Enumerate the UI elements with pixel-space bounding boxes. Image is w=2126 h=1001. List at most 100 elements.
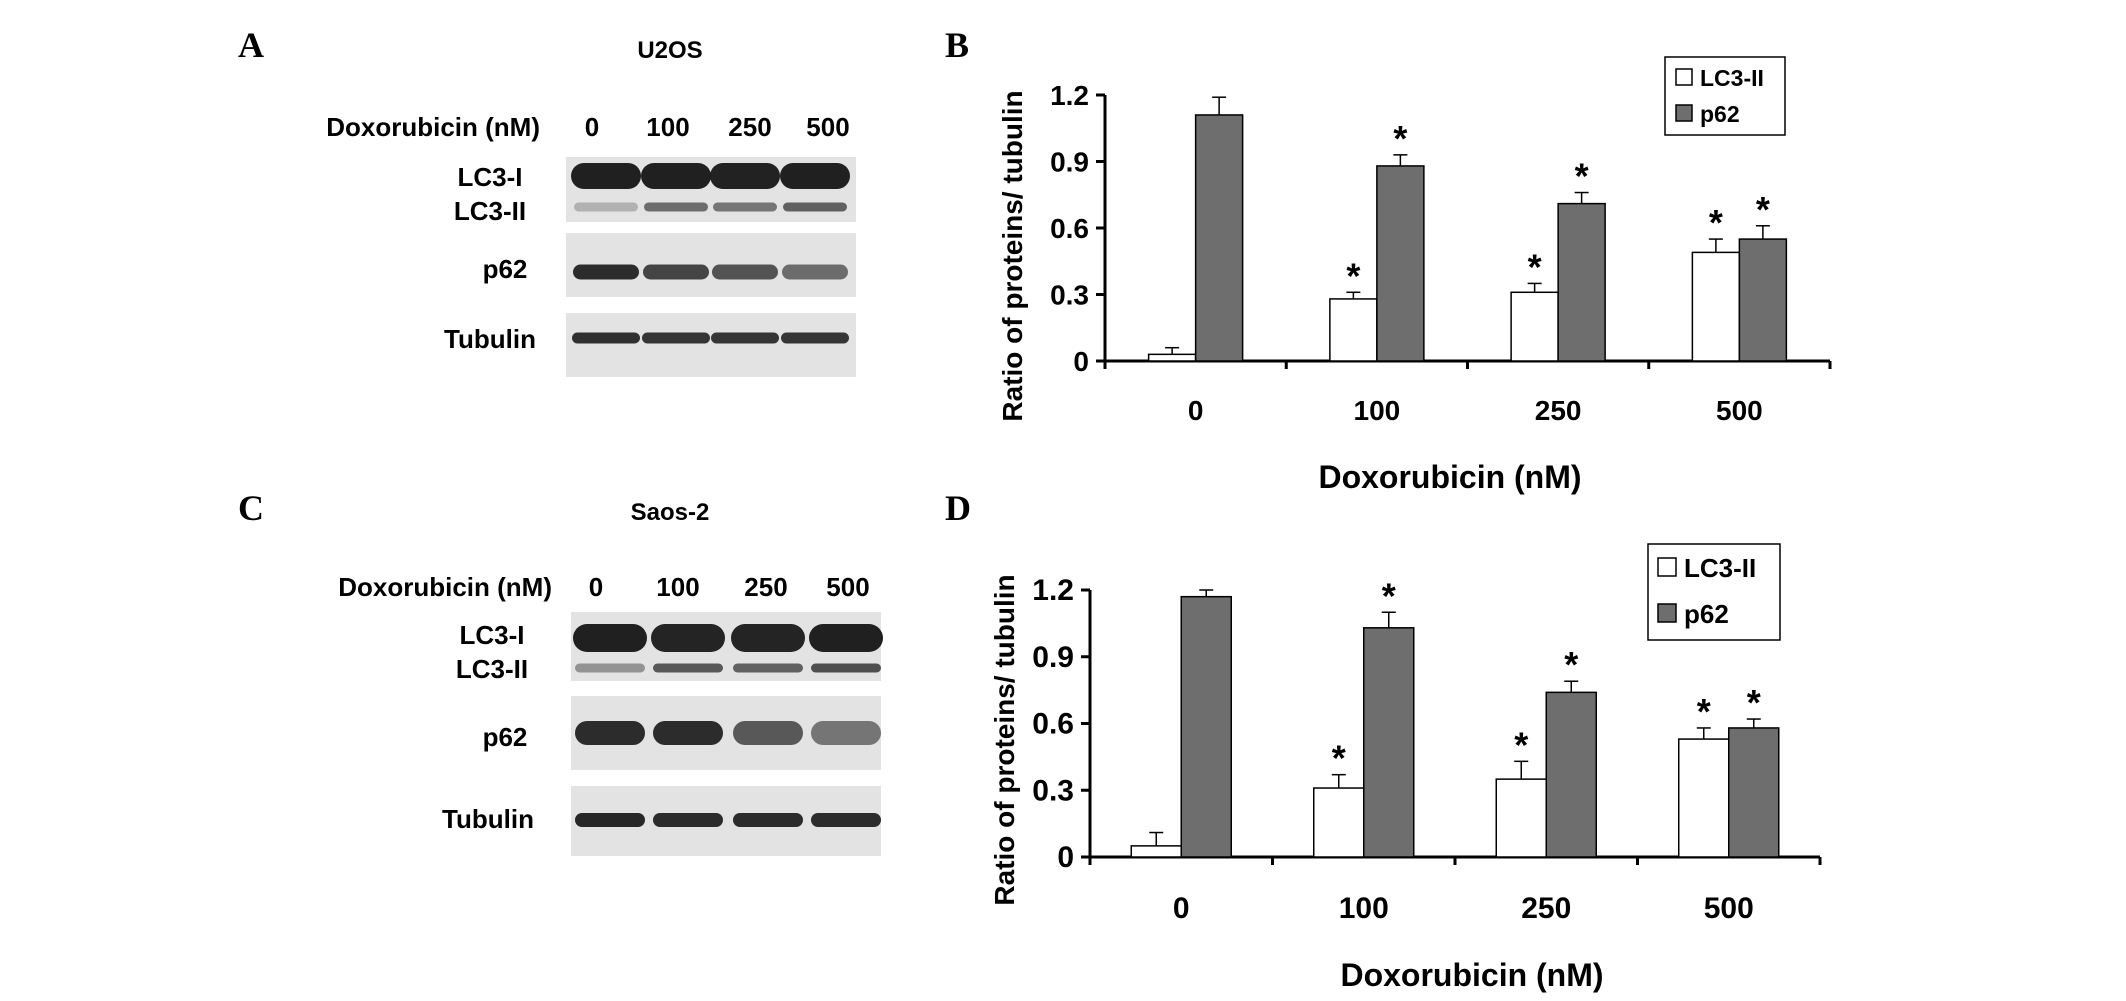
blot-band-lc3i-lane-2 (641, 163, 711, 189)
panel-d-legend-label-p62: p62 (1684, 599, 1729, 629)
panel-b-category-label: 0 (1188, 395, 1204, 426)
panel-a-bands (571, 163, 850, 344)
panel-c-cell-line: Saos-2 (631, 499, 710, 526)
panel-b-significance-star: * (1756, 189, 1770, 230)
panel-d-bar-p62 (1728, 727, 1780, 858)
panel-b-bar-p62 (1557, 202, 1606, 362)
panel-b-y-tick-label: 0.6 (1050, 213, 1089, 244)
panel-b-bar-lc3ii (1329, 298, 1378, 362)
blot-band-p62-lane-1 (575, 721, 645, 745)
panel-c-dose-250: 250 (744, 572, 787, 602)
panel-d-bar-lc3ii (1678, 738, 1730, 858)
panel-a-label: A (238, 25, 264, 65)
blot-band-lc3i-lane-3 (731, 624, 805, 652)
panel-b-significance-star: * (1528, 246, 1542, 287)
panel-c-label: C (238, 488, 264, 528)
panel-d-bar-lc3ii (1495, 778, 1547, 858)
blot-band-tubulin-lane-1 (575, 813, 645, 827)
panel-a: A U2OS Doxorubicin (nM) 0 100 250 500 LC… (238, 25, 856, 377)
blot-band-p62-lane-1 (573, 264, 639, 280)
panel-a-row-label-lc3i: LC3-I (458, 162, 523, 192)
panel-d-category-label: 500 (1704, 892, 1754, 925)
panel-d-legend-swatch-lc3ii (1657, 557, 1677, 577)
panel-d-legend-label-lc3ii: LC3-II (1684, 553, 1756, 583)
panel-d-significance-star: * (1564, 644, 1578, 685)
panel-a-dose-0: 0 (585, 112, 599, 142)
panel-b-chart: 0 0.3 0.6 0.9 1.2 0 100 * * 250 * * 500 * * (1050, 80, 1832, 426)
panel-a-row-label-tubulin: Tubulin (444, 324, 536, 354)
panel-c-dose-500: 500 (826, 572, 869, 602)
blot-band-lc3i-lane-2 (651, 624, 725, 652)
panel-b-bar-lc3ii (1147, 353, 1197, 362)
panel-d-significance-star: * (1747, 682, 1761, 723)
panel-c-dose-100: 100 (656, 572, 699, 602)
blot-band-lc3ii-lane-4 (811, 663, 881, 673)
panel-b-y-tick-label: 1.2 (1050, 80, 1089, 111)
panel-d-x-axis-title: Doxorubicin (nM) (1340, 957, 1603, 993)
panel-d-y-tick-label: 0.9 (1032, 641, 1074, 674)
panel-c-row-label-lc3i: LC3-I (460, 620, 525, 650)
blot-band-lc3ii-lane-3 (733, 663, 803, 673)
panel-b-bar-p62 (1738, 238, 1788, 362)
panel-a-cell-line: U2OS (637, 37, 702, 64)
panel-d-bar-p62 (1545, 691, 1597, 858)
panel-a-blot-tubulin (566, 313, 856, 377)
panel-b-y-tick-label: 0 (1073, 346, 1089, 377)
panel-d-significance-star: * (1514, 724, 1528, 765)
panel-c-dose-0: 0 (589, 572, 603, 602)
panel-a-row-label-lc3ii: LC3-II (454, 196, 526, 226)
panel-d-significance-star: * (1332, 738, 1346, 779)
panel-c-treatment-label: Doxorubicin (nM) (338, 572, 552, 602)
panel-b: B Ratio of proteins/ tubulin Doxorubicin… (945, 25, 1832, 495)
panel-b-significance-star: * (1575, 156, 1589, 197)
panel-b-legend: LC3-II p62 (1664, 56, 1786, 136)
panel-b-label: B (945, 25, 969, 65)
panel-d-y-tick-label: 0.3 (1032, 774, 1074, 807)
blot-band-tubulin-lane-3 (711, 332, 779, 344)
blot-band-tubulin-lane-3 (733, 813, 803, 827)
panel-d-bar-p62 (1363, 627, 1415, 858)
panel-d-bar-p62 (1180, 595, 1232, 858)
panel-a-treatment-label: Doxorubicin (nM) (326, 112, 540, 142)
panel-b-bar-p62 (1376, 165, 1425, 362)
panel-d-bar-lc3ii (1130, 845, 1182, 858)
panel-c-row-label-tubulin: Tubulin (442, 804, 534, 834)
blot-band-tubulin-lane-2 (653, 813, 723, 827)
blot-band-tubulin-lane-1 (572, 332, 640, 344)
blot-band-lc3i-lane-4 (809, 624, 883, 652)
panel-d-label: D (945, 488, 971, 528)
blot-band-lc3i-lane-1 (571, 163, 641, 189)
blot-band-lc3i-lane-4 (780, 163, 850, 189)
blot-band-lc3ii-lane-1 (574, 202, 638, 212)
panel-b-legend-swatch-p62 (1675, 104, 1693, 122)
panel-c: C Saos-2 Doxorubicin (nM) 0 100 250 500 … (238, 488, 883, 856)
blot-band-p62-lane-2 (653, 721, 723, 745)
panel-a-dose-250: 250 (728, 112, 771, 142)
blot-band-p62-lane-4 (782, 264, 848, 280)
panel-b-x-axis-title: Doxorubicin (nM) (1318, 459, 1581, 495)
panel-d-category-label: 250 (1521, 892, 1571, 925)
panel-d-category-label: 0 (1173, 892, 1190, 925)
blot-band-lc3i-lane-1 (573, 624, 647, 652)
panel-b-significance-star: * (1393, 118, 1407, 159)
panel-d-bar-lc3ii (1313, 787, 1365, 858)
panel-d-y-axis-title: Ratio of proteins/ tubulin (989, 574, 1020, 905)
panel-b-bar-lc3ii (1510, 291, 1559, 362)
panel-b-bar-p62 (1194, 114, 1244, 362)
panel-b-category-label: 250 (1535, 395, 1582, 426)
panel-b-category-label: 500 (1716, 395, 1763, 426)
panel-b-bar-lc3ii (1691, 251, 1741, 362)
blot-band-tubulin-lane-2 (642, 332, 710, 344)
panel-d-significance-star: * (1382, 575, 1396, 616)
blot-band-p62-lane-4 (811, 721, 881, 745)
blot-band-p62-lane-2 (643, 264, 709, 280)
panel-b-legend-label-lc3ii: LC3-II (1700, 65, 1764, 91)
panel-d-category-label: 100 (1339, 892, 1389, 925)
blot-band-lc3ii-lane-1 (575, 663, 645, 673)
blot-band-lc3ii-lane-2 (653, 663, 723, 673)
panel-d-chart: 0 0.3 0.6 0.9 1.2 0 100 * * 250 * * 500 * * (1032, 574, 1822, 925)
panel-b-y-axis-title: Ratio of proteins/ tubulin (997, 90, 1028, 421)
panel-b-significance-star: * (1709, 202, 1723, 243)
panel-b-significance-star: * (1346, 255, 1360, 296)
